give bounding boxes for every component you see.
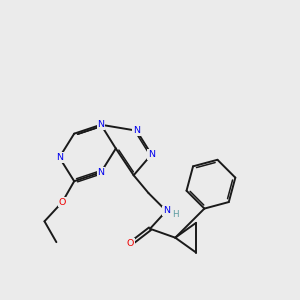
Text: N: N — [98, 120, 104, 129]
Text: N: N — [98, 168, 104, 177]
Text: N: N — [56, 153, 63, 162]
Text: H: H — [172, 210, 179, 219]
Text: O: O — [58, 197, 66, 206]
Text: N: N — [163, 206, 170, 215]
Text: O: O — [127, 239, 134, 248]
Text: N: N — [133, 126, 140, 135]
Text: N: N — [148, 150, 155, 159]
